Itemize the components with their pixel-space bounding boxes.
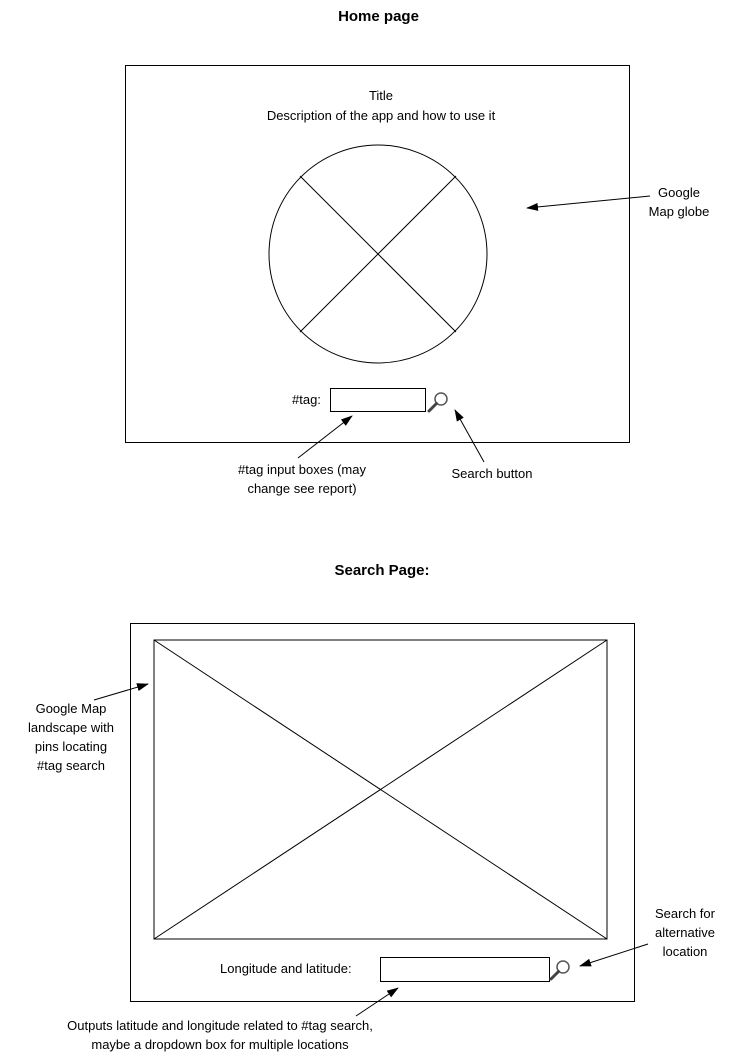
tag-input[interactable] — [330, 388, 426, 412]
output-note: Outputs latitude and longitude related t… — [67, 1018, 373, 1052]
map-note: Google Map landscape with pins locating … — [28, 701, 114, 773]
map-note-arrow — [93, 683, 149, 701]
alt-search-note: Search for alternative location — [655, 906, 715, 959]
search-page-heading: Search Page: — [334, 562, 430, 579]
map-placeholder — [153, 639, 608, 940]
output-note-arrow — [355, 987, 399, 1017]
magnifier-icon — [549, 960, 570, 981]
tag-input-note-arrow — [297, 415, 353, 459]
home-description: Description of the app and how to use it — [266, 108, 496, 123]
home-title: Title — [368, 88, 394, 103]
alt-search-note-arrow — [579, 943, 649, 967]
search-button-note-arrow — [454, 409, 485, 463]
magnifier-icon — [427, 392, 448, 413]
coords-input[interactable] — [380, 957, 550, 982]
tag-label: #tag: — [292, 392, 321, 407]
search-button[interactable] — [427, 392, 448, 413]
home-page-heading: Home page — [338, 8, 419, 25]
tag-input-note: #tag input boxes (may change see report) — [238, 462, 366, 496]
globe-note-arrow — [526, 195, 651, 211]
globe-placeholder — [268, 144, 488, 364]
coords-label: Longitude and latitude: — [220, 961, 352, 976]
search-button-note: Search button — [451, 466, 533, 481]
globe-note: Google Map globe — [648, 185, 710, 219]
alt-search-button[interactable] — [549, 960, 570, 981]
